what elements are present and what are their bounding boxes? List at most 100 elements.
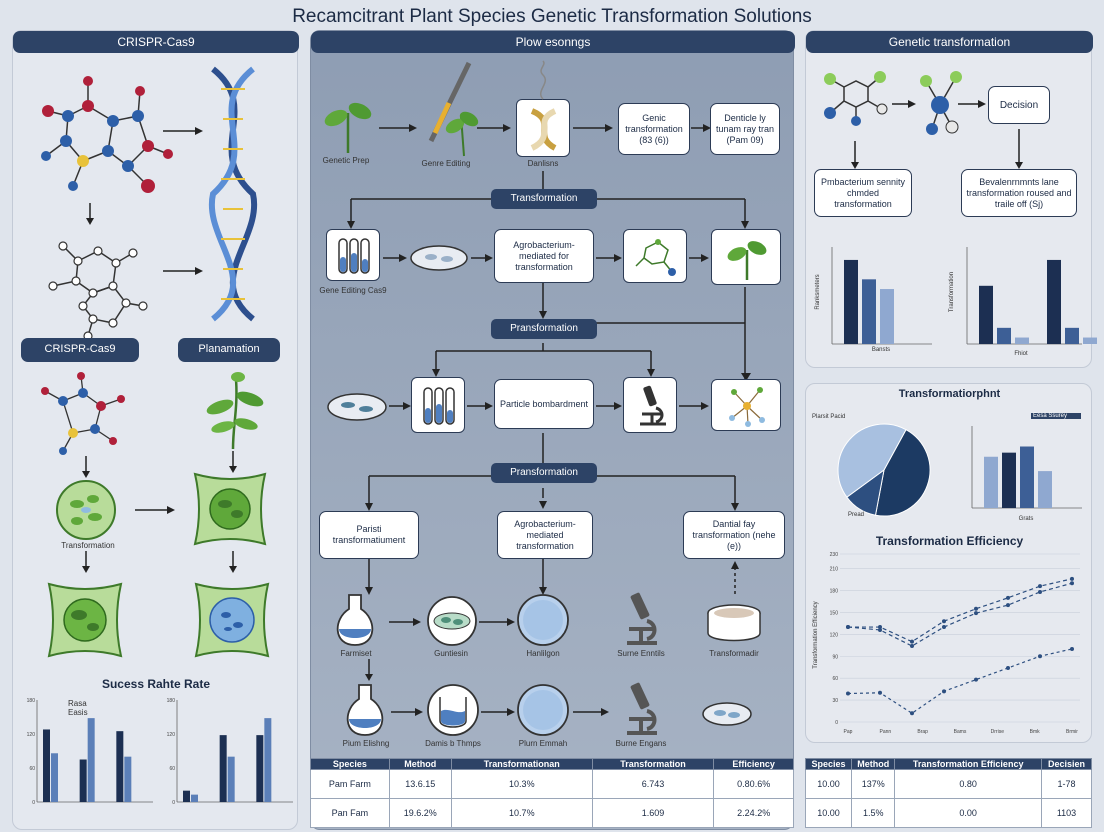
connector-lines <box>432 283 746 398</box>
arrow-right-icon <box>163 127 203 135</box>
results-table-header-cell: Species <box>310 758 390 770</box>
data-point <box>942 619 946 624</box>
results-table-cell: Pam Farm <box>310 769 390 799</box>
results-table-header-cell: Transformation <box>591 758 715 770</box>
efficiency-title: Transformation Efficiency <box>875 534 1024 548</box>
paristi-box[interactable]: Paristi transformatiument <box>319 511 419 559</box>
surne-enntils-label: Surne Enntils <box>617 649 665 658</box>
pium-elishng-label: Pium Elishng <box>342 739 390 748</box>
success-rate-title: Sucess Rahte Rate <box>101 677 211 691</box>
flask-smoke-icon <box>540 60 546 100</box>
seedling-box <box>711 229 781 285</box>
decision-table-header-cell: Decisien <box>1040 758 1093 770</box>
transformation-step-2[interactable]: Pransformation <box>491 319 597 339</box>
test-tubes-box <box>411 377 465 433</box>
legend-easis: Easis <box>68 708 88 717</box>
connector-lines <box>347 171 749 229</box>
transformation-plant-panel: Transformatiorphnt Plarsit Pacid Pread E… <box>805 383 1092 743</box>
decision-table-cell: 0.00 <box>894 798 1042 828</box>
results-table-cell: 6.743 <box>591 769 715 799</box>
x-tick-label: Pap <box>844 729 853 735</box>
agrobacterium-box[interactable]: Agrobacterium-mediated for transformatio… <box>494 229 594 283</box>
transformation-bar-chart <box>971 426 1082 509</box>
success-rate-chart-b: 0 60 120 180 <box>167 698 293 806</box>
petri-dish-icon <box>327 393 387 421</box>
y-tick-label: 60 <box>29 766 35 772</box>
particle-bombardment-box[interactable]: Particle bombardment <box>494 379 594 429</box>
decision-table-cell: 1-78 <box>1040 769 1093 799</box>
microscope-box <box>623 377 677 433</box>
petri-dish-icon <box>427 596 477 646</box>
results-table-row: Pan Fam 19.6.2% 10.7% 1.609 2.24.2% <box>310 798 794 828</box>
dantial-box[interactable]: Dantial fay transformation (nehe (e)) <box>683 511 785 559</box>
x-tick-label: Bams <box>954 729 967 735</box>
danlisns-label: Danlisns <box>527 159 559 168</box>
x-tick-label: Pann <box>879 729 891 735</box>
bar <box>227 756 235 802</box>
arrow-right-icon <box>391 708 423 716</box>
bar <box>984 456 998 508</box>
chart-a-xlabel: Bansts <box>871 347 891 353</box>
bevalenrnmnts-box[interactable]: Bevalenrnmnts lane transformation roused… <box>961 169 1077 217</box>
results-table-cell: 1.609 <box>591 798 715 828</box>
microscope-icon <box>640 385 666 426</box>
molecule-network-icon <box>729 387 765 427</box>
y-tick-label: 30 <box>832 698 838 704</box>
bar <box>51 753 58 802</box>
denticle-box[interactable]: Denticle ly tunam ray tran (Pam 09) <box>710 103 780 155</box>
y-tick-label: 0 <box>172 800 175 806</box>
crispr-pill[interactable]: CRISPR-Cas9 <box>21 338 139 362</box>
plant-cell-icon <box>193 472 267 546</box>
decision-table-row: 10.00 1.5% 0.00 1103 <box>804 798 1093 828</box>
middle-panel-header: Plow esonngs <box>311 31 795 53</box>
arrow-right-icon <box>573 708 609 716</box>
right-bar-chart-b <box>966 247 1097 345</box>
test-tubes-box <box>326 229 380 281</box>
arrow-right-icon <box>389 618 421 626</box>
data-point <box>1006 595 1010 600</box>
data-point <box>910 639 914 644</box>
data-point <box>1006 603 1010 608</box>
cell-icon <box>517 594 569 646</box>
bar <box>183 790 190 802</box>
chart-a-ylabel: Ranksmeters <box>815 274 821 310</box>
results-table-header-cell: Transformationan <box>450 758 593 770</box>
decision-table-cell: 1.5% <box>851 798 896 828</box>
data-point <box>974 611 978 616</box>
decision-table-cell: 10.00 <box>804 798 853 828</box>
planamation-pill[interactable]: Planamation <box>178 338 280 362</box>
seedling-icon <box>324 102 372 153</box>
decision-table-cell: 0.80 <box>894 769 1042 799</box>
connector-lines <box>365 433 739 511</box>
data-point <box>1070 581 1074 586</box>
arrow-right-icon <box>379 124 417 132</box>
arrow-right-icon <box>481 708 515 716</box>
middle-panel: Plow esonngs Genetic Prep Genre Editing … <box>310 30 795 830</box>
arrow-right-icon <box>383 254 407 262</box>
y-tick-label: 150 <box>830 610 839 616</box>
bar <box>1002 452 1016 508</box>
data-point <box>974 677 978 682</box>
results-table-row: Pam Farm 13.6.15 10.3% 6.743 0.80.6% <box>310 769 794 799</box>
decision-box[interactable]: Decision <box>988 86 1050 124</box>
plurn-emmah-label: Plurn Emmah <box>518 739 568 748</box>
arrow-down-icon <box>365 659 373 681</box>
efficiency-ylabel: Transformation Efficiency <box>813 601 819 669</box>
agrobacterium-mediated-box[interactable]: Agrobacterium-mediated transformation <box>497 511 593 559</box>
series-line <box>847 648 1073 714</box>
bar <box>256 735 264 802</box>
pmbacterium-box[interactable]: Pmbacterium sennity chmded transformatio… <box>814 169 912 217</box>
data-point <box>878 627 882 632</box>
y-tick-label: 120 <box>167 732 176 738</box>
y-tick-label: 210 <box>830 567 839 573</box>
genic-transformation-box[interactable]: Genic transformation (83 (6)) <box>618 103 690 155</box>
transformation-step-3[interactable]: Pransformation <box>491 463 597 483</box>
success-rate-chart-a: 0 60 120 180 <box>27 698 153 806</box>
data-point <box>846 691 850 696</box>
transformation-step-1[interactable]: Transformation <box>491 189 597 209</box>
results-table: Species Method Transformationan Transformat… <box>310 758 794 828</box>
bar <box>1038 471 1052 508</box>
microscope-icon <box>627 592 657 645</box>
y-tick-label: 60 <box>169 766 175 772</box>
sample-dish-icon <box>707 604 761 642</box>
